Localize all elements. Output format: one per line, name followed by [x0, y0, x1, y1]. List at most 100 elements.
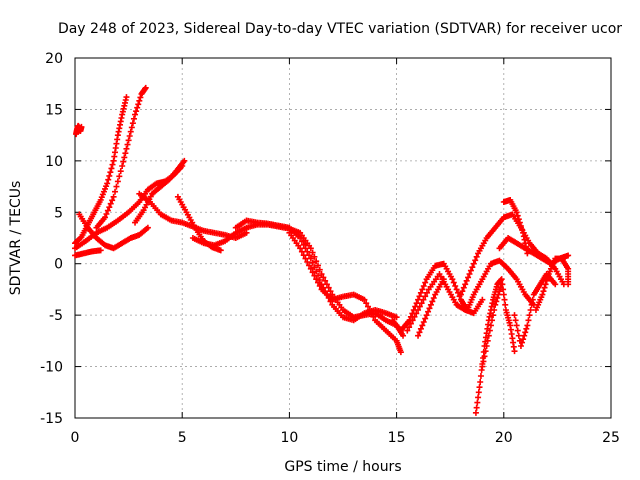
data-point [419, 322, 426, 329]
data-point [318, 271, 325, 277]
data-point [484, 337, 491, 344]
data-point [459, 288, 466, 295]
grid [75, 58, 611, 418]
data-point [480, 358, 487, 365]
data-point [415, 307, 422, 313]
data-point [107, 169, 114, 176]
data-point [415, 296, 422, 303]
x-axis-label: GPS time / hours [284, 459, 401, 475]
data-point [322, 277, 329, 284]
data-point [130, 115, 137, 122]
data-point [515, 332, 522, 339]
data-point [110, 193, 117, 200]
data-point [422, 293, 429, 300]
y-tick-label: -15 [40, 411, 63, 427]
data-point [422, 279, 429, 286]
data-point [475, 389, 482, 396]
data-point [475, 394, 482, 401]
series-track-a [73, 122, 85, 138]
data-point [426, 305, 433, 312]
data-point [134, 104, 141, 111]
data-point [543, 277, 550, 284]
data-point [474, 399, 481, 406]
data-point [415, 332, 422, 339]
data-point [123, 94, 130, 101]
data-point [112, 188, 119, 195]
data-point [311, 272, 318, 279]
data-point [298, 238, 305, 245]
data-point [102, 214, 109, 221]
data-point [515, 216, 522, 223]
data-point [541, 284, 548, 291]
data-point [511, 348, 518, 355]
data-point [519, 339, 526, 346]
data-point [113, 183, 120, 190]
data-point [114, 178, 121, 185]
data-point [302, 245, 309, 252]
data-point [320, 274, 327, 281]
plot-frame [74, 57, 612, 419]
data-point [323, 281, 330, 288]
data-point [512, 317, 519, 324]
data-point [416, 293, 423, 300]
data-point [417, 325, 424, 332]
data-point [502, 301, 509, 308]
data-point [116, 173, 123, 180]
y-axis-ticks: -15 -10 -5 0 5 10 15 20 [40, 51, 611, 427]
data-point [501, 296, 508, 303]
data-point [409, 317, 416, 324]
data-point [565, 252, 572, 259]
data-point [418, 300, 425, 307]
data-point [135, 101, 142, 108]
data-point [497, 284, 504, 291]
data-point [298, 248, 305, 255]
data-point [449, 276, 456, 283]
y-tick-label: -5 [49, 308, 63, 324]
data-point [463, 277, 470, 284]
data-point [125, 137, 132, 144]
data-point [311, 253, 318, 260]
series-track-o [457, 211, 567, 298]
data-point [526, 312, 533, 319]
data-point [297, 235, 304, 241]
data-point [368, 310, 375, 317]
series-track-k [232, 217, 400, 324]
data-point [524, 322, 531, 329]
data-point [477, 379, 484, 385]
data-point [316, 266, 323, 273]
data-point [420, 296, 427, 303]
data-point [397, 349, 404, 356]
data-point [500, 291, 507, 298]
data-point [416, 329, 423, 336]
series-track-e [132, 157, 188, 226]
data-point [120, 158, 127, 165]
data-point [314, 262, 321, 269]
data-points [72, 84, 572, 416]
data-point [511, 312, 518, 319]
data-point [366, 307, 373, 313]
series-track-s [472, 276, 518, 416]
data-point [513, 322, 520, 329]
data-point [121, 154, 128, 161]
data-point [498, 281, 505, 288]
data-point [423, 312, 430, 319]
data-point [450, 279, 457, 286]
chart-title: Day 248 of 2023, Sidereal Day-to-day VTE… [58, 21, 622, 37]
data-point [490, 312, 497, 319]
data-point [489, 317, 496, 324]
data-point [108, 165, 115, 172]
data-point [407, 320, 414, 327]
data-point [306, 262, 313, 269]
data-point [97, 247, 104, 254]
data-point [217, 247, 224, 254]
data-point [492, 301, 499, 308]
data-point [479, 296, 486, 303]
data-point [413, 300, 420, 307]
data-point [469, 264, 476, 271]
data-point [430, 295, 437, 301]
data-point [406, 324, 413, 331]
data-point [106, 204, 113, 211]
data-point [544, 274, 551, 281]
data-point [542, 281, 549, 288]
data-point [117, 168, 124, 175]
